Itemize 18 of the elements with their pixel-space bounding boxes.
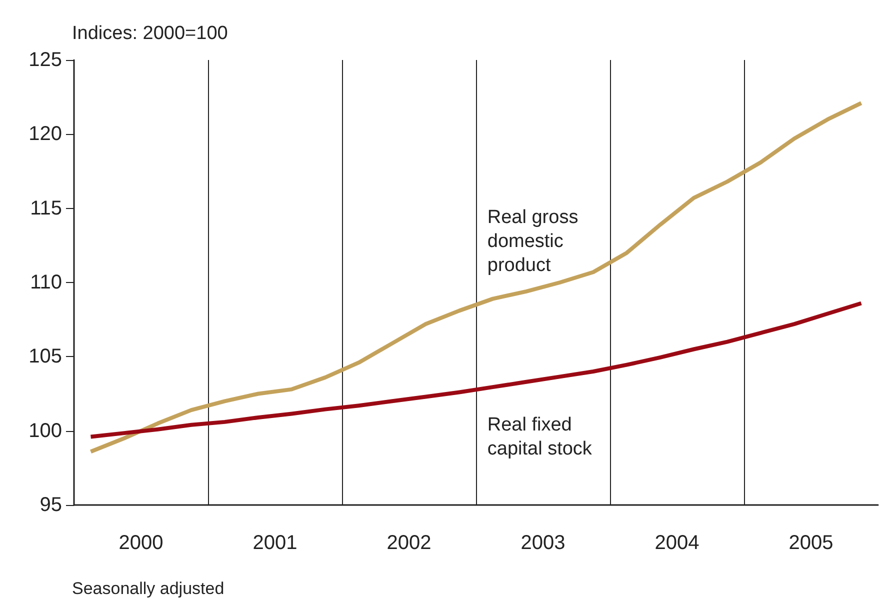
line-series — [88, 301, 864, 439]
series-label: Real gross domestic product — [487, 206, 584, 276]
y-axis-title: Indices: 2000=100 — [72, 23, 228, 44]
x-tick-label: 2005 — [788, 532, 834, 554]
text: Seasonally adjusted — [72, 579, 224, 598]
x-tick-label: 2002 — [386, 532, 432, 554]
y-tick-label: 125 — [28, 49, 62, 71]
x-tick-label: 2000 — [118, 532, 164, 554]
x-tick-label: 2001 — [252, 532, 298, 554]
y-tick-label: 120 — [28, 123, 62, 146]
y-tick-label: 95 — [40, 494, 62, 516]
x-tick-label: 2003 — [520, 532, 566, 554]
y-tick-label: 105 — [28, 346, 62, 368]
y-tick-label: 115 — [30, 197, 62, 220]
series-label: Real fixed capital stock — [487, 414, 592, 460]
y-tick-label: 100 — [28, 420, 62, 442]
x-tick-label: 2004 — [654, 532, 700, 554]
y-tick-label: 110 — [30, 272, 62, 294]
